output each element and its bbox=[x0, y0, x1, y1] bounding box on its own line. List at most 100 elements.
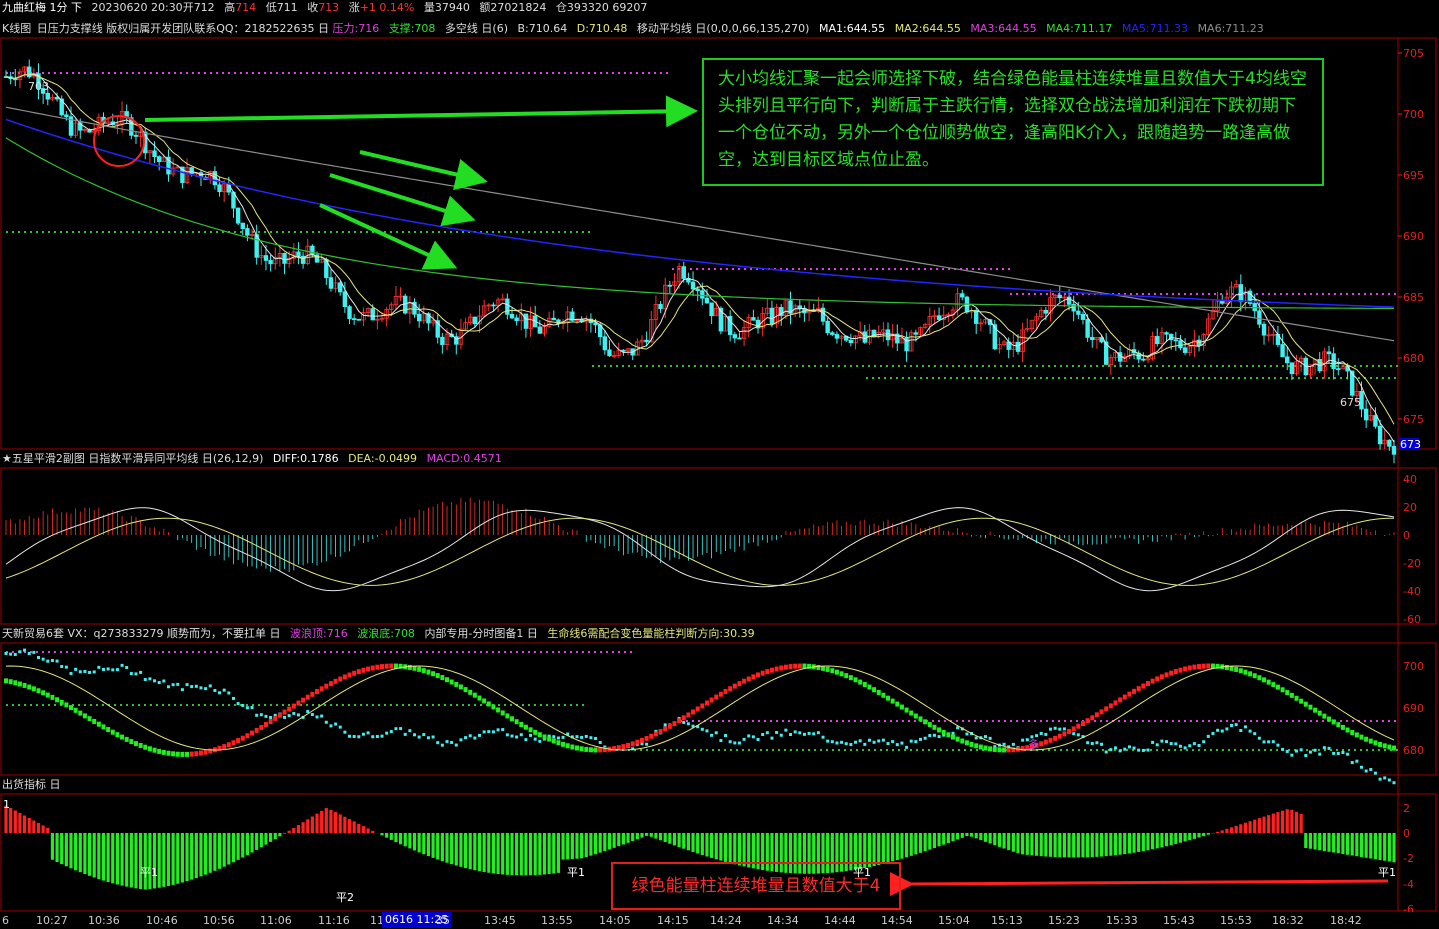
time-axis: 6 10:27 10:36 10:46 10:56 11:06 11:16 11 0616 11… bbox=[0, 912, 1437, 929]
life-line-block bbox=[1053, 735, 1058, 741]
life-line-block bbox=[454, 681, 459, 687]
trade-dot bbox=[436, 741, 440, 745]
trade-dot bbox=[789, 733, 793, 737]
candle-body bbox=[936, 315, 942, 320]
candle-body bbox=[13, 78, 18, 81]
internal-label: 内部专用-分时图备1 日 bbox=[424, 627, 538, 640]
candle-body bbox=[468, 316, 473, 324]
life-line-block bbox=[92, 718, 97, 724]
candle-body bbox=[1141, 358, 1146, 361]
life-line-block bbox=[203, 749, 208, 755]
life-line-block bbox=[904, 707, 909, 713]
time-label: 10:56 bbox=[203, 914, 235, 927]
out-title: 出货指标 日 bbox=[2, 778, 61, 791]
trade-dot bbox=[32, 650, 36, 654]
trade-dot bbox=[431, 735, 435, 739]
ma5-value: MA5:711.33 bbox=[1121, 22, 1189, 35]
life-line-block bbox=[263, 722, 268, 728]
life-line-block bbox=[626, 742, 631, 748]
trade-dot bbox=[575, 735, 579, 739]
trade-dot bbox=[227, 691, 231, 695]
life-line-block bbox=[579, 746, 584, 752]
trade-dot bbox=[895, 743, 899, 747]
trade-dot bbox=[306, 709, 310, 713]
life-line-block bbox=[737, 681, 742, 687]
candle-body bbox=[1173, 339, 1179, 342]
trade-dot bbox=[264, 714, 268, 718]
trade-dot bbox=[566, 732, 570, 736]
candle-body bbox=[974, 310, 979, 324]
trade-dot bbox=[872, 740, 876, 744]
trade-tick: 700 bbox=[1403, 660, 1424, 673]
ma1-value: MA1:644.55 bbox=[818, 22, 886, 35]
trade-dot bbox=[231, 696, 235, 700]
life-line-block bbox=[185, 751, 190, 757]
macd-tick: -20 bbox=[1403, 557, 1421, 570]
candle-body bbox=[430, 320, 436, 324]
candle-body bbox=[454, 336, 459, 345]
life-line-block bbox=[858, 679, 863, 685]
candle-body bbox=[1322, 351, 1327, 372]
trade-dot bbox=[993, 745, 997, 749]
candle-body bbox=[514, 317, 519, 322]
candle-body bbox=[1220, 300, 1225, 304]
trade-dot bbox=[798, 731, 802, 735]
candle-body bbox=[1257, 310, 1262, 325]
life-line-block bbox=[59, 699, 64, 705]
trade-dot bbox=[742, 737, 746, 741]
candle-body bbox=[338, 282, 343, 293]
annotation-arrows bbox=[144, 95, 1389, 897]
life-line-block bbox=[700, 703, 705, 709]
life-line-block bbox=[1006, 747, 1011, 753]
life-line-block bbox=[273, 715, 278, 721]
time-label: 14:24 bbox=[710, 914, 742, 927]
life-line-block bbox=[1280, 687, 1285, 693]
kline-label[interactable]: K线图 bbox=[2, 22, 32, 35]
candle-body bbox=[997, 344, 1002, 350]
trade-dot bbox=[1355, 759, 1359, 763]
trade-dot bbox=[1350, 761, 1354, 765]
time-label: 15:53 bbox=[1220, 914, 1252, 927]
life-line-block bbox=[946, 732, 951, 738]
trade-dot bbox=[886, 742, 890, 746]
life-line-block bbox=[1308, 704, 1313, 710]
life-line-block bbox=[143, 744, 148, 750]
trade-dot bbox=[1392, 781, 1396, 785]
trade-dot bbox=[74, 667, 78, 671]
trade-dot bbox=[779, 733, 783, 737]
trade-dot bbox=[724, 734, 728, 738]
trade-dot bbox=[1369, 767, 1373, 771]
trade-dot bbox=[1192, 742, 1196, 746]
life-line-block bbox=[756, 672, 761, 678]
candle-body bbox=[653, 304, 659, 320]
trade-dot bbox=[538, 739, 542, 743]
symbol-title: 九曲红梅 1分 下 bbox=[2, 1, 82, 14]
life-line-block bbox=[732, 683, 737, 689]
trade-dot bbox=[705, 729, 709, 733]
trade-dot bbox=[1141, 748, 1145, 752]
trade-dot bbox=[1336, 751, 1340, 755]
life-line-block bbox=[324, 683, 329, 689]
trade-dot bbox=[78, 670, 82, 674]
candle-body bbox=[398, 295, 403, 298]
life-line-block bbox=[305, 694, 310, 700]
trade-dot bbox=[603, 745, 607, 749]
life-line-block bbox=[630, 741, 635, 747]
candle-body bbox=[644, 339, 649, 343]
trade-dot bbox=[329, 724, 333, 728]
life-line-block bbox=[1127, 691, 1132, 697]
candle-body bbox=[249, 234, 255, 237]
candle-body bbox=[221, 183, 227, 193]
candle-body bbox=[1113, 352, 1118, 358]
trade-dot bbox=[1313, 748, 1317, 752]
candle-body bbox=[1336, 368, 1341, 371]
life-line-block bbox=[612, 746, 617, 752]
candle-body bbox=[1289, 362, 1295, 375]
candle-body bbox=[1285, 356, 1290, 364]
life-line-block bbox=[686, 712, 691, 718]
life-line-block bbox=[899, 704, 904, 710]
life-line-block bbox=[296, 700, 301, 706]
candle-body bbox=[384, 309, 389, 319]
candle-body bbox=[690, 281, 696, 290]
